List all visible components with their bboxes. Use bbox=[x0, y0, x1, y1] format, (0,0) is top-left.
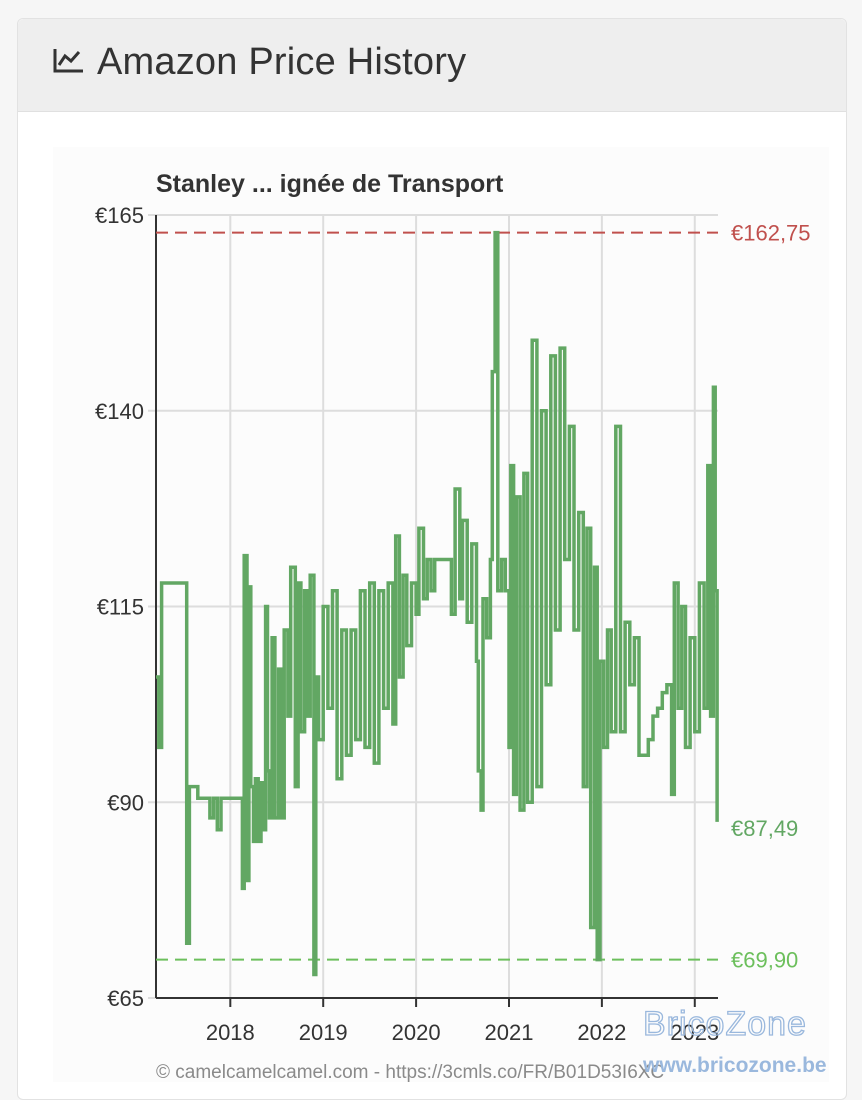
x-tick-label: 2020 bbox=[392, 1020, 441, 1045]
chart-title: Stanley ... ignée de Transport bbox=[156, 170, 504, 198]
card-header: Amazon Price History bbox=[18, 19, 846, 112]
x-tick-label: 2019 bbox=[299, 1020, 348, 1045]
x-tick-label: 2018 bbox=[206, 1020, 255, 1045]
y-tick-label: €140 bbox=[95, 399, 144, 424]
watermark-url: www.bricozone.be bbox=[642, 1054, 827, 1077]
y-tick-label: €115 bbox=[97, 595, 144, 620]
price-series-line bbox=[156, 230, 719, 977]
y-tick-label: €90 bbox=[107, 790, 144, 815]
chart-line-icon bbox=[52, 47, 86, 80]
reference-label: €162,75 bbox=[731, 221, 811, 246]
watermark-logo: BricoZone bbox=[643, 1005, 807, 1043]
price-history-card: Amazon Price History Stanley ... ignée d… bbox=[17, 18, 847, 1100]
page-title: Amazon Price History bbox=[97, 41, 467, 83]
price-chart: Stanley ... ignée de Transport €65 €90 €115… bbox=[95, 170, 827, 1082]
x-tick-label: 2022 bbox=[577, 1020, 626, 1045]
price-chart-area: Stanley ... ignée de Transport €65 €90 €115… bbox=[53, 147, 829, 1082]
x-tick-label: 2021 bbox=[485, 1020, 534, 1045]
current-price-label: €87,49 bbox=[731, 816, 798, 841]
x-tick-label: 2023 bbox=[670, 1020, 719, 1045]
y-tick-label: €65 bbox=[107, 986, 144, 1011]
y-tick-label: €165 bbox=[95, 203, 144, 228]
reference-label: €69,90 bbox=[731, 948, 798, 973]
chart-credit: © camelcamelcamel.com - https://3cmls.co… bbox=[156, 1062, 664, 1082]
